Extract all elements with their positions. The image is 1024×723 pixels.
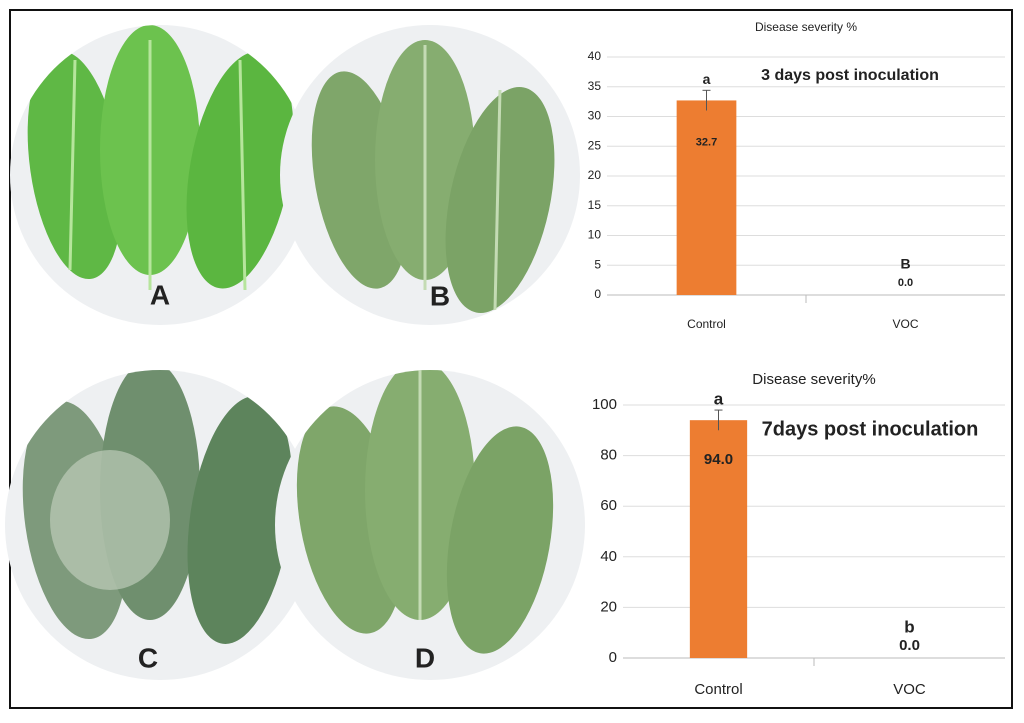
- photo-b: [280, 25, 580, 325]
- photo-d: [275, 370, 585, 680]
- y-tick-label: 40: [588, 49, 602, 63]
- y-tick-label: 35: [588, 79, 602, 93]
- y-tick-label: 25: [588, 138, 602, 152]
- x-tick-label: Control: [694, 681, 742, 698]
- panel-label: D: [415, 642, 435, 673]
- panel-label: C: [138, 642, 158, 673]
- y-tick-label: 0: [594, 287, 601, 301]
- bar: [676, 100, 737, 295]
- x-tick-label: Control: [687, 317, 726, 331]
- panel-label: B: [430, 280, 450, 311]
- significance-letter: B: [900, 256, 910, 272]
- significance-letter: a: [703, 71, 711, 87]
- chart-title: Disease severity%: [752, 371, 875, 388]
- y-tick-label: 5: [594, 257, 601, 271]
- annotation: 3 days post inoculation: [761, 67, 939, 84]
- y-tick-label: 40: [600, 548, 617, 565]
- panel-label: A: [150, 279, 170, 310]
- y-tick-label: 20: [600, 598, 617, 615]
- value-label: 0.0: [898, 277, 913, 289]
- value-label: 0.0: [899, 637, 920, 654]
- y-tick-label: 80: [600, 447, 617, 464]
- y-tick-label: 10: [588, 228, 602, 242]
- y-tick-label: 0: [609, 649, 617, 666]
- significance-letter: b: [904, 617, 914, 636]
- value-label: 94.0: [704, 451, 733, 468]
- y-tick-label: 20: [588, 168, 602, 182]
- photo-a: [10, 25, 310, 325]
- x-tick-label: VOC: [892, 317, 918, 331]
- bar: [689, 420, 748, 658]
- x-tick-label: VOC: [893, 681, 926, 698]
- y-tick-label: 30: [588, 109, 602, 123]
- y-tick-label: 15: [588, 198, 602, 212]
- annotation: 7days post inoculation: [762, 418, 979, 440]
- photo-c: [5, 370, 315, 680]
- chart-title: Disease severity %: [755, 20, 857, 34]
- y-tick-label: 100: [592, 396, 617, 413]
- value-label: 32.7: [696, 136, 717, 148]
- y-tick-label: 60: [600, 497, 617, 514]
- significance-letter: a: [714, 390, 724, 409]
